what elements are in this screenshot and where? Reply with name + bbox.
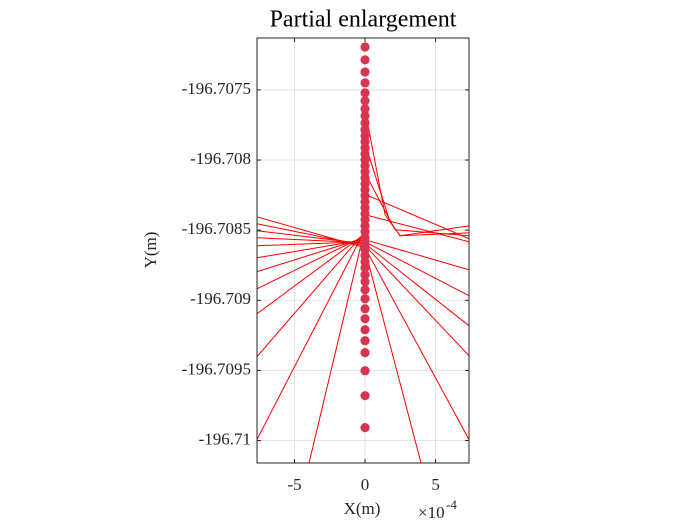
point — [360, 270, 370, 280]
ray — [257, 231, 366, 358]
plot-frame — [256, 37, 470, 464]
point — [360, 118, 370, 128]
x-tick-label: 5 — [431, 475, 440, 494]
point — [360, 96, 370, 106]
ray — [257, 233, 366, 315]
ray — [257, 229, 366, 440]
x-multiplier: ×10 — [418, 503, 445, 522]
ray — [365, 194, 469, 240]
point — [360, 285, 370, 295]
points — [360, 42, 370, 433]
x-tick-label: -5 — [287, 475, 301, 494]
point — [360, 55, 370, 65]
point — [360, 348, 370, 358]
point — [360, 391, 370, 401]
ray — [364, 214, 469, 243]
point — [360, 325, 370, 335]
y-tick-label: -196.709 — [190, 289, 251, 308]
ray — [364, 249, 422, 463]
rays — [257, 119, 469, 463]
y-tick-label: -196.71 — [199, 429, 251, 448]
y-tick-label: -196.7075 — [182, 79, 251, 98]
y-tick-label: -196.7085 — [182, 219, 251, 238]
axes: -5 0 5 -196.7075 -196.708 -196.7085 -196.709 -1… — [182, 37, 470, 494]
point — [360, 42, 370, 52]
x-axis-label: X(m) — [344, 499, 381, 518]
point — [360, 314, 370, 324]
ray — [257, 235, 366, 290]
ray — [257, 237, 366, 244]
ray — [257, 237, 366, 273]
point — [360, 423, 370, 433]
point — [360, 67, 370, 77]
point — [360, 104, 370, 114]
point — [360, 336, 370, 346]
point — [360, 277, 370, 287]
ray — [308, 227, 366, 463]
y-tick-label: -196.708 — [190, 149, 251, 168]
ray — [364, 247, 469, 440]
chart-title: Partial enlargement — [270, 7, 457, 33]
ray — [364, 241, 469, 297]
point — [360, 294, 370, 304]
x-tick-label: 0 — [361, 475, 370, 494]
ray — [257, 239, 366, 259]
point — [360, 78, 370, 88]
ray — [364, 245, 469, 357]
point — [360, 304, 370, 314]
y-axis-label: Y(m) — [141, 232, 160, 269]
ray — [364, 243, 469, 327]
ray — [365, 174, 469, 237]
point — [360, 366, 370, 376]
point — [360, 111, 370, 121]
y-tick-label: -196.7095 — [182, 359, 251, 378]
x-exponent: -4 — [446, 497, 457, 512]
point — [360, 263, 370, 273]
ray — [364, 239, 469, 271]
point — [360, 88, 370, 98]
